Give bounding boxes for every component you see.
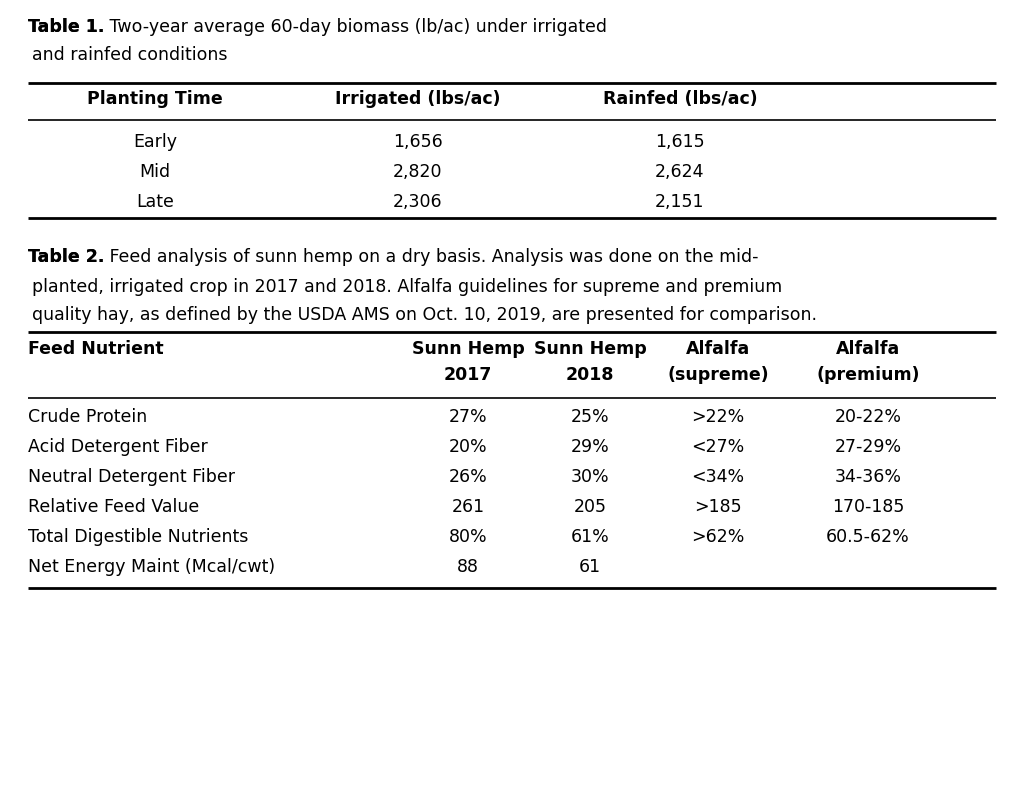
- Text: Alfalfa: Alfalfa: [836, 340, 900, 358]
- Text: 61%: 61%: [570, 528, 609, 546]
- Text: Alfalfa: Alfalfa: [686, 340, 751, 358]
- Text: Rainfed (lbs/ac): Rainfed (lbs/ac): [603, 90, 758, 108]
- Text: 26%: 26%: [449, 468, 487, 486]
- Text: Table 2.: Table 2.: [28, 248, 104, 266]
- Text: Irrigated (lbs/ac): Irrigated (lbs/ac): [335, 90, 501, 108]
- Text: 30%: 30%: [570, 468, 609, 486]
- Text: 60.5-62%: 60.5-62%: [826, 528, 910, 546]
- Text: 20-22%: 20-22%: [835, 408, 901, 426]
- Text: 2,306: 2,306: [393, 193, 442, 211]
- Text: 2018: 2018: [565, 366, 614, 384]
- Text: Net Energy Maint (Mcal/cwt): Net Energy Maint (Mcal/cwt): [28, 558, 275, 576]
- Text: Early: Early: [133, 133, 177, 151]
- Text: Sunn Hemp: Sunn Hemp: [534, 340, 646, 358]
- Text: 170-185: 170-185: [831, 498, 904, 516]
- Text: 2,820: 2,820: [393, 163, 442, 181]
- Text: and rainfed conditions: and rainfed conditions: [32, 46, 227, 64]
- Text: 80%: 80%: [449, 528, 487, 546]
- Text: Acid Detergent Fiber: Acid Detergent Fiber: [28, 438, 208, 456]
- Text: 29%: 29%: [570, 438, 609, 456]
- Text: Sunn Hemp: Sunn Hemp: [412, 340, 524, 358]
- Text: Neutral Detergent Fiber: Neutral Detergent Fiber: [28, 468, 234, 486]
- Text: <27%: <27%: [691, 438, 744, 456]
- Text: 1,656: 1,656: [393, 133, 442, 151]
- Text: Table 2.: Table 2.: [28, 248, 104, 266]
- Text: Feed analysis of sunn hemp on a dry basis. Analysis was done on the mid-: Feed analysis of sunn hemp on a dry basi…: [104, 248, 759, 266]
- Text: >62%: >62%: [691, 528, 744, 546]
- Text: 205: 205: [573, 498, 606, 516]
- Text: Late: Late: [136, 193, 174, 211]
- Text: >22%: >22%: [691, 408, 744, 426]
- Text: Planting Time: Planting Time: [87, 90, 223, 108]
- Text: 2,624: 2,624: [655, 163, 705, 181]
- Text: (supreme): (supreme): [668, 366, 769, 384]
- Text: 88: 88: [457, 558, 479, 576]
- Text: 34-36%: 34-36%: [835, 468, 901, 486]
- Text: 20%: 20%: [449, 438, 487, 456]
- Text: 27%: 27%: [449, 408, 487, 426]
- Text: Two-year average 60-day biomass (lb/ac) under irrigated: Two-year average 60-day biomass (lb/ac) …: [104, 18, 607, 36]
- Text: 27-29%: 27-29%: [835, 438, 901, 456]
- Text: Feed Nutrient: Feed Nutrient: [28, 340, 164, 358]
- Text: Table 1.: Table 1.: [28, 18, 104, 36]
- Text: >185: >185: [694, 498, 741, 516]
- Text: <34%: <34%: [691, 468, 744, 486]
- Text: Mid: Mid: [139, 163, 171, 181]
- Text: 61: 61: [579, 558, 601, 576]
- Text: 25%: 25%: [570, 408, 609, 426]
- Text: quality hay, as defined by the USDA AMS on Oct. 10, 2019, are presented for comp: quality hay, as defined by the USDA AMS …: [32, 306, 817, 324]
- Text: Crude Protein: Crude Protein: [28, 408, 147, 426]
- Text: 2017: 2017: [443, 366, 493, 384]
- Text: 261: 261: [452, 498, 484, 516]
- Text: 1,615: 1,615: [655, 133, 705, 151]
- Text: 2,151: 2,151: [655, 193, 705, 211]
- Text: Total Digestible Nutrients: Total Digestible Nutrients: [28, 528, 249, 546]
- Text: (premium): (premium): [816, 366, 920, 384]
- Text: planted, irrigated crop in 2017 and 2018. Alfalfa guidelines for supreme and pre: planted, irrigated crop in 2017 and 2018…: [32, 278, 782, 296]
- Text: Table 1.: Table 1.: [28, 18, 104, 36]
- Text: Relative Feed Value: Relative Feed Value: [28, 498, 200, 516]
